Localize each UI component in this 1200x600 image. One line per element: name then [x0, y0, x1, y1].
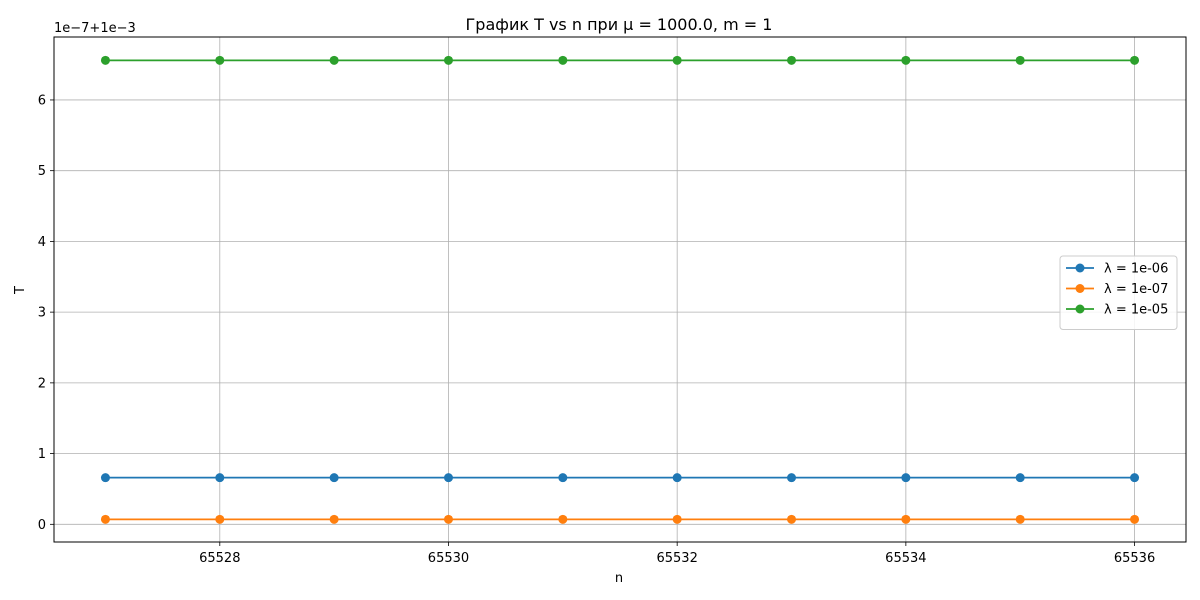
chart-title: График T vs n при μ = 1000.0, m = 1 [466, 15, 773, 34]
data-point [558, 514, 568, 524]
data-point [901, 473, 911, 483]
legend-swatch-marker [1075, 304, 1085, 314]
x-tick-label: 65536 [1114, 551, 1155, 566]
data-point [215, 473, 225, 483]
data-point [1130, 514, 1140, 524]
data-point [787, 473, 797, 483]
data-point [787, 514, 797, 524]
y-tick-label: 6 [38, 93, 46, 108]
y-axis-offset-label: 1e−7+1e−3 [54, 21, 136, 36]
series-group [100, 55, 1140, 524]
y-axis-ticks: 0 1 2 3 4 5 6 [38, 93, 54, 533]
legend-swatch-marker [1075, 284, 1085, 293]
series-1 [100, 473, 1140, 483]
data-point [1015, 473, 1025, 483]
y-tick-label: 3 [38, 306, 46, 321]
legend: λ = 1e-06 λ = 1e-07 λ = 1e-05 [1059, 255, 1178, 330]
data-point [1015, 55, 1025, 65]
legend-entry-label: λ = 1e-05 [1104, 303, 1168, 318]
data-point [901, 55, 911, 65]
data-point [215, 55, 225, 65]
x-tick-label: 65530 [428, 551, 469, 566]
legend-entry-label: λ = 1e-06 [1104, 262, 1168, 277]
data-point [329, 514, 339, 524]
x-axis-ticks: 65528 65530 65532 65534 65536 [199, 542, 1155, 566]
grid [54, 37, 1186, 542]
data-point [672, 514, 682, 524]
y-tick-label: 5 [38, 164, 46, 179]
data-point [1015, 514, 1025, 524]
y-tick-label: 1 [38, 447, 46, 462]
data-point [215, 514, 225, 524]
y-tick-label: 0 [38, 518, 46, 533]
plot-area-frame [53, 36, 1187, 543]
data-point [100, 473, 110, 483]
series-2 [100, 514, 1140, 524]
data-point [672, 473, 682, 483]
x-tick-label: 65534 [885, 551, 926, 566]
data-point [329, 55, 339, 65]
data-point [672, 55, 682, 65]
data-point [787, 55, 797, 65]
data-point [443, 514, 453, 524]
legend-box [1059, 255, 1178, 330]
data-point [901, 514, 911, 524]
y-tick-label: 2 [38, 376, 46, 391]
data-point [443, 473, 453, 483]
data-point [100, 55, 110, 65]
legend-swatch-marker [1075, 263, 1085, 273]
data-point [558, 55, 568, 65]
series-3 [100, 55, 1140, 65]
data-point [443, 55, 453, 65]
data-point [329, 473, 339, 483]
x-axis-label: n [615, 571, 623, 586]
data-point [100, 514, 110, 524]
data-point [558, 473, 568, 483]
legend-entry-label: λ = 1e-07 [1104, 282, 1168, 297]
y-tick-label: 4 [38, 235, 46, 250]
data-point [1130, 473, 1140, 483]
x-tick-label: 65528 [199, 551, 240, 566]
data-point [1130, 55, 1140, 65]
x-tick-label: 65532 [656, 551, 697, 566]
y-axis-label: T [13, 286, 28, 295]
